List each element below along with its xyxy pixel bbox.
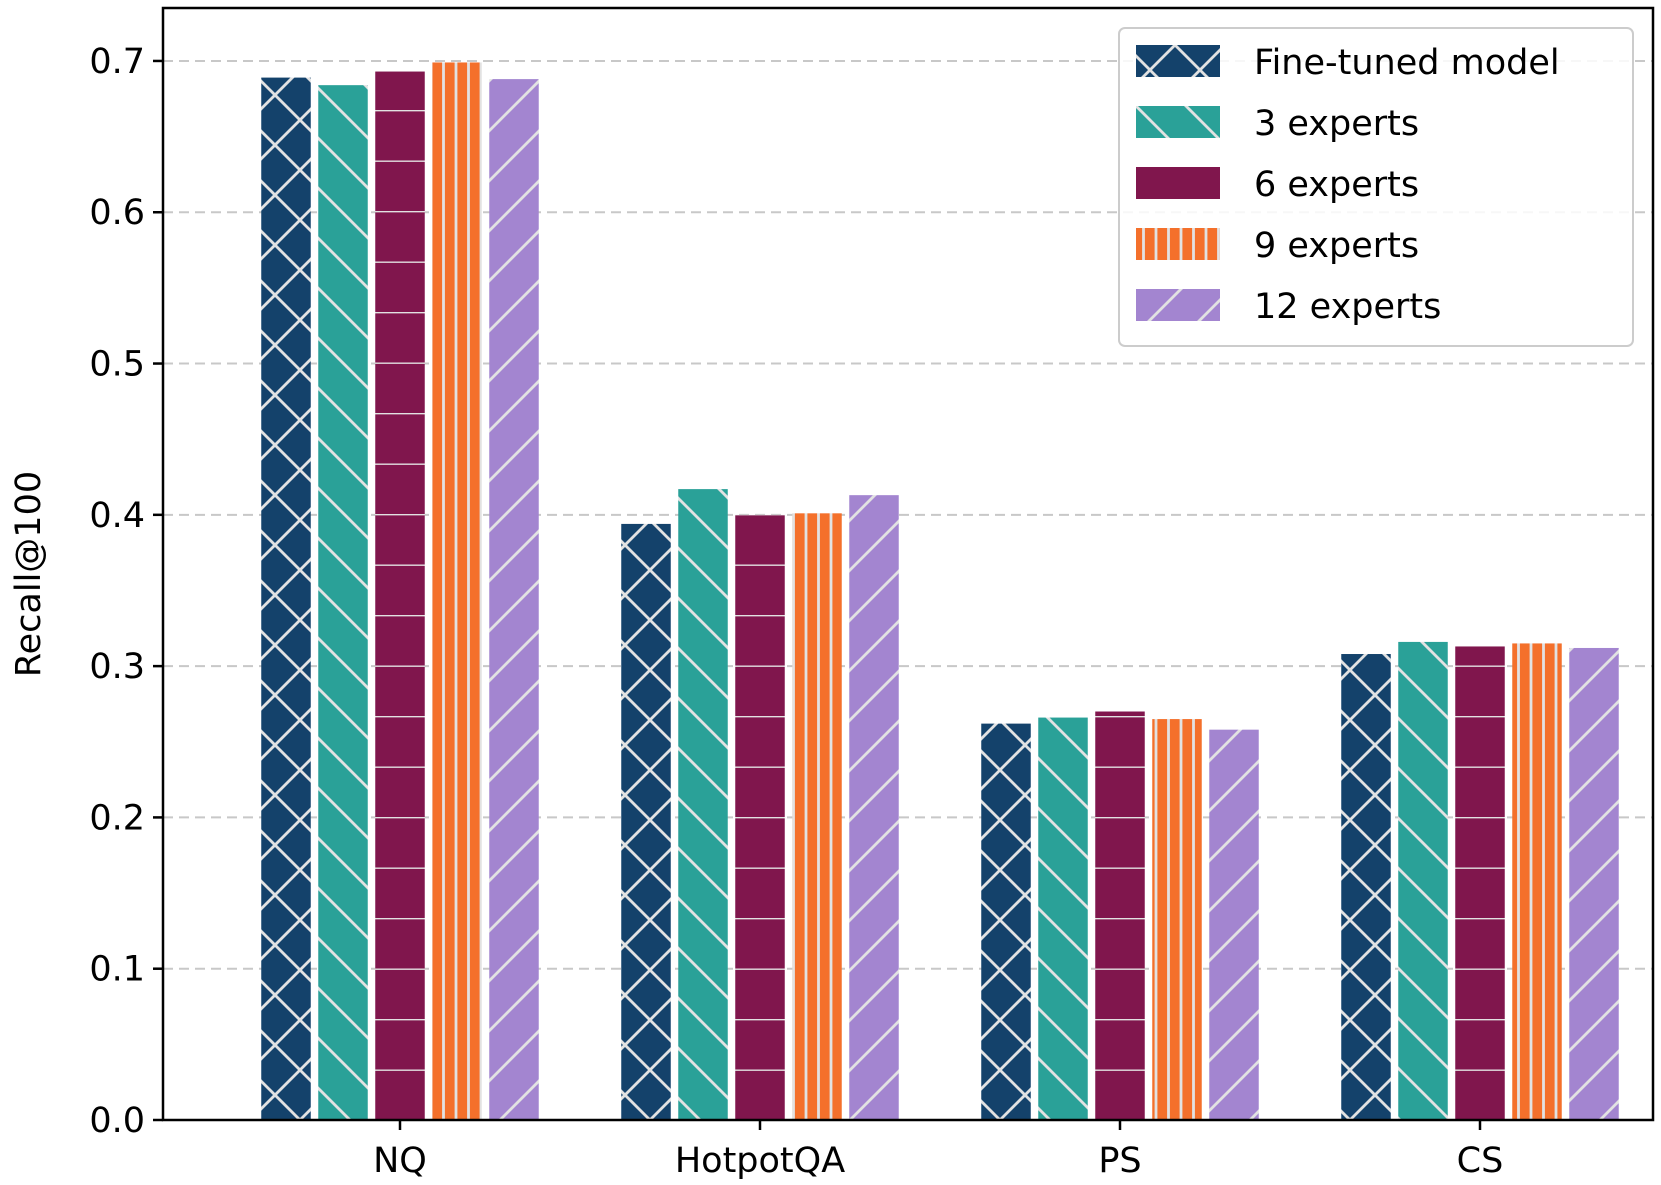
legend-label: 3 experts [1254, 104, 1419, 144]
y-tick-label: 0.0 [89, 1101, 145, 1141]
bar-nq-series-1 [318, 85, 368, 1121]
bar-hotpotqa-series-3 [792, 513, 842, 1120]
plot-frame [161, 6, 1655, 1122]
bar-ps-series-3 [1152, 719, 1202, 1120]
legend-label: Fine-tuned model [1254, 43, 1560, 83]
y-tick-label: 0.2 [89, 798, 145, 838]
bar-hotpotqa-series-1 [678, 489, 728, 1120]
y-tick-label: 0.1 [89, 950, 145, 990]
bar-ps-series-1 [1038, 717, 1088, 1120]
legend-label: 9 experts [1254, 226, 1419, 266]
bar-hotpotqa-series-4 [849, 495, 899, 1121]
bar-cs-series-0 [1341, 654, 1391, 1120]
bar-ps-series-0 [981, 723, 1031, 1120]
bar-nq-series-0 [261, 77, 311, 1120]
x-tick-label: PS [1098, 1141, 1141, 1181]
legend-label: 6 experts [1254, 165, 1419, 205]
bar-ps-series-2 [1095, 711, 1145, 1120]
y-axis-title: Recall@100 [9, 471, 49, 677]
bar-cs-series-3 [1512, 643, 1562, 1120]
y-tick-label: 0.6 [89, 193, 145, 233]
x-tick-label: CS [1457, 1141, 1504, 1181]
bar-hotpotqa-series-0 [621, 523, 671, 1120]
bar-ps-series-4 [1209, 729, 1259, 1120]
legend-swatch [1136, 228, 1220, 260]
y-tick-label: 0.7 [89, 42, 145, 82]
x-tick-label: HotpotQA [675, 1141, 845, 1181]
bar-hotpotqa-series-2 [735, 514, 785, 1120]
bar-cs-series-1 [1398, 641, 1448, 1120]
y-tick-label: 0.3 [89, 647, 145, 687]
x-axis-ticks: NQ HotpotQA PS CS [373, 1120, 1503, 1181]
y-tick-label: 0.4 [89, 496, 145, 536]
legend-box [1118, 27, 1634, 347]
x-tick-label: NQ [373, 1141, 427, 1181]
bars [261, 62, 1619, 1121]
legend-swatch [1136, 289, 1220, 321]
y-axis-ticks: 0.0 0.1 0.2 0.3 0.4 0.5 0.6 0.7 [89, 42, 163, 1141]
bar-cs-series-4 [1569, 647, 1619, 1120]
bar-cs-series-2 [1455, 646, 1505, 1120]
legend-swatch [1136, 45, 1220, 77]
legend: Fine-tuned model 3 experts 6 experts 9 expe… [1118, 27, 1634, 347]
legend-swatch [1136, 106, 1220, 138]
y-tick-label: 0.5 [89, 345, 145, 385]
bar-nq-series-4 [489, 79, 539, 1121]
legend-label: 12 experts [1254, 287, 1441, 327]
bar-nq-series-2 [375, 71, 425, 1121]
legend-swatch [1136, 167, 1220, 199]
bar-nq-series-3 [432, 62, 482, 1120]
